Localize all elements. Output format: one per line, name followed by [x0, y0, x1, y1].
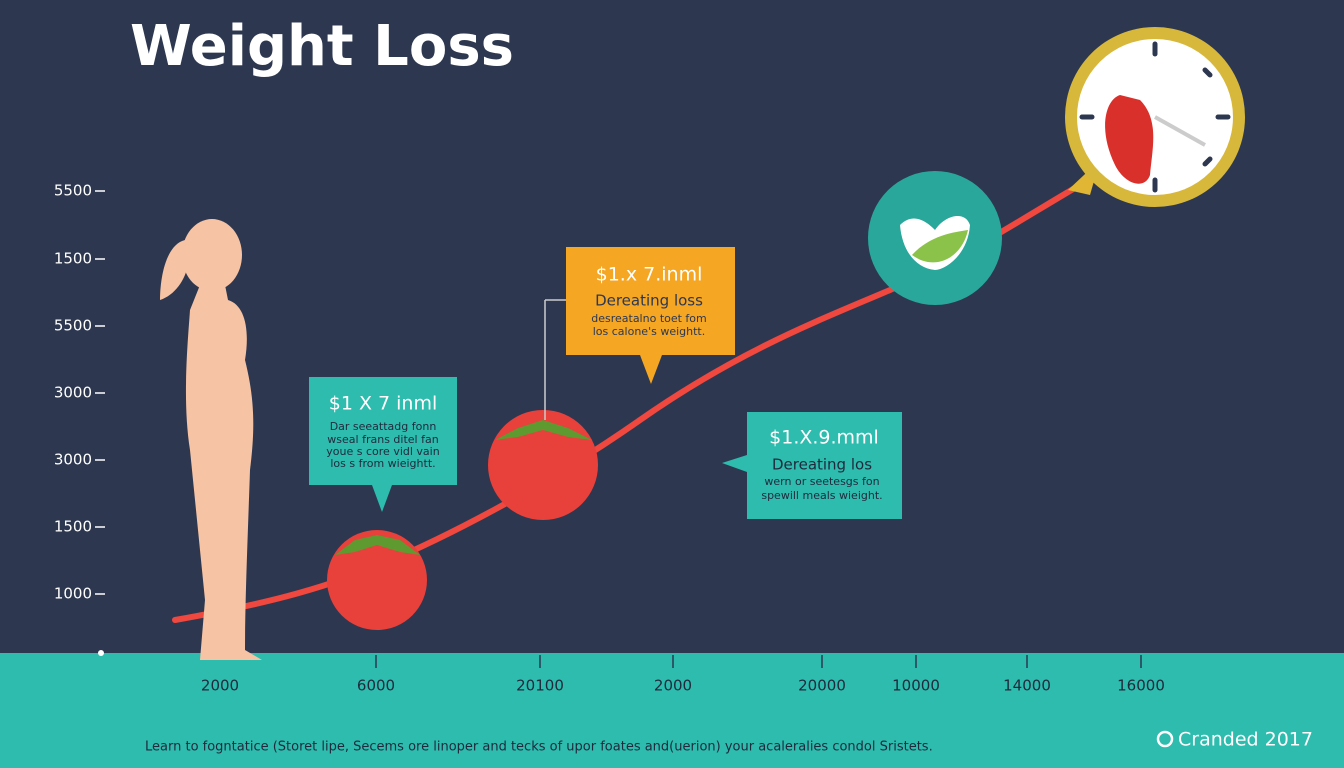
y-label: 5500: [54, 182, 92, 200]
callout-heading: $1 X 7 inml: [329, 393, 438, 415]
x-label: 14000: [1003, 677, 1051, 695]
brand-logo: [1156, 730, 1174, 748]
callout-text: spewill meals wieight.: [761, 489, 882, 502]
footer-text: Learn to fogntatice (Storet lipe, Secems…: [145, 740, 933, 755]
callout-heading: $1.X.9.mml: [769, 427, 879, 449]
x-label: 16000: [1117, 677, 1165, 695]
x-label: 6000: [357, 677, 395, 695]
x-label: 10000: [892, 677, 940, 695]
y-label: 5500: [54, 317, 92, 335]
fruit-icon: [868, 171, 1002, 305]
callout-text: Dar seeattadg fonn: [330, 420, 437, 433]
y-label: 3000: [54, 451, 92, 469]
tomato: [327, 530, 427, 630]
callout-text: youe s core vidl vain: [326, 445, 439, 458]
x-label: 2000: [654, 677, 692, 695]
callout: $1 X 7 inml Dar seeattadg fonn wseal fra…: [309, 377, 457, 512]
y-label: 1500: [54, 250, 92, 268]
callout-text: wseal frans ditel fan: [327, 433, 438, 446]
x-label: 2000: [201, 677, 239, 695]
callout-text: wern or seetesgs fon: [764, 475, 879, 488]
y-label: 1500: [54, 518, 92, 536]
y-label: 1000: [54, 585, 92, 603]
callout-text: los calone's weightt.: [593, 325, 705, 338]
title: Weight Loss: [130, 14, 514, 79]
x-label: 20000: [798, 677, 846, 695]
callout-text: los s from wieightt.: [330, 457, 435, 470]
callout-subheading: Dereating loss: [595, 292, 703, 310]
tomato: [488, 410, 598, 520]
woman-silhouette: [160, 219, 262, 660]
callout-text: desreatalno toet fom: [591, 312, 707, 325]
y-ticks: [95, 190, 105, 595]
x-label: 20100: [516, 677, 564, 695]
callout: $1.x 7.inml Dereating loss desreatalno t…: [544, 247, 735, 420]
clock-icon: [1065, 27, 1245, 207]
callout-subheading: Dereating los: [772, 456, 872, 474]
origin-dot: [98, 650, 104, 656]
y-label: 3000: [54, 384, 92, 402]
x-ticks: [375, 655, 1142, 668]
callout: $1.X.9.mml Dereating los wern or seetesg…: [722, 412, 902, 519]
callout-heading: $1.x 7.inml: [596, 264, 703, 286]
brand: Cranded 2017: [1178, 729, 1313, 751]
ground-band: [0, 653, 1344, 768]
